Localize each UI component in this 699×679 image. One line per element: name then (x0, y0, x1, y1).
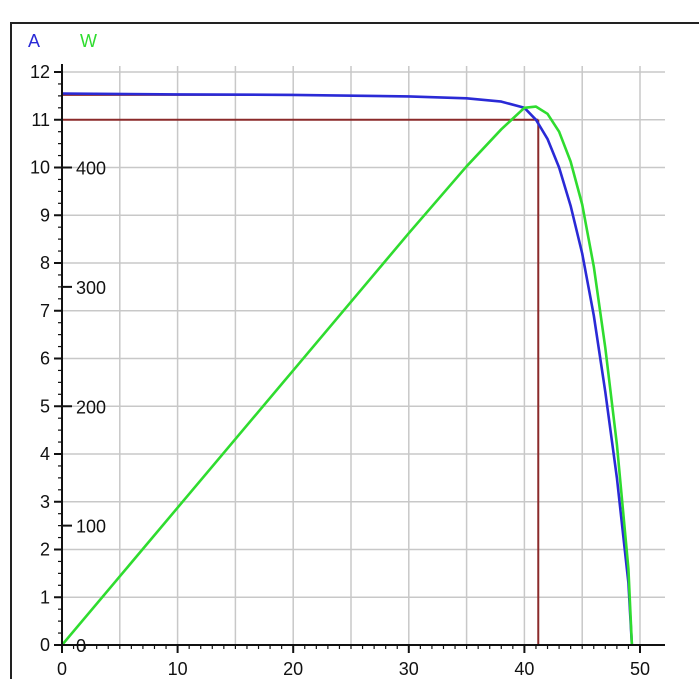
legend-label-w: W (80, 31, 97, 51)
y-tick-label: 5 (40, 396, 50, 416)
y2-tick-label: 200 (76, 397, 106, 417)
y-tick-label: 0 (40, 635, 50, 655)
legend: A W (28, 31, 97, 51)
y-tick-label: 12 (30, 62, 50, 82)
grid-lines (62, 66, 665, 645)
series-lines (61, 92, 634, 646)
series-line-w (61, 105, 634, 646)
y-tick-label: 6 (40, 349, 50, 369)
chart-frame (10, 22, 699, 679)
y2-tick-label: 0 (76, 636, 86, 656)
x-tick-label: 0 (57, 659, 67, 679)
y-tick-label: 4 (40, 444, 50, 464)
series-line-a (61, 92, 634, 646)
x-tick-label: 10 (168, 659, 188, 679)
x-tick-label: 50 (630, 659, 650, 679)
y-tick-label: 11 (31, 110, 50, 130)
y2-tick-label: 100 (76, 517, 106, 537)
y-tick-label: 8 (40, 253, 50, 273)
y-tick-label: 7 (40, 301, 50, 321)
y2-tick-label: 300 (76, 278, 106, 298)
x-tick-label: 40 (514, 659, 534, 679)
x-tick-label: 30 (399, 659, 419, 679)
y-tick-label: 3 (40, 492, 50, 512)
y-tick-label: 9 (40, 205, 50, 225)
y2-tick-label: 400 (76, 159, 106, 179)
legend-label-a: A (28, 31, 40, 51)
y-tick-label: 2 (40, 540, 50, 560)
y-tick-label: 10 (30, 158, 50, 178)
x-tick-label: 20 (283, 659, 303, 679)
y-tick-label: 1 (40, 587, 50, 607)
